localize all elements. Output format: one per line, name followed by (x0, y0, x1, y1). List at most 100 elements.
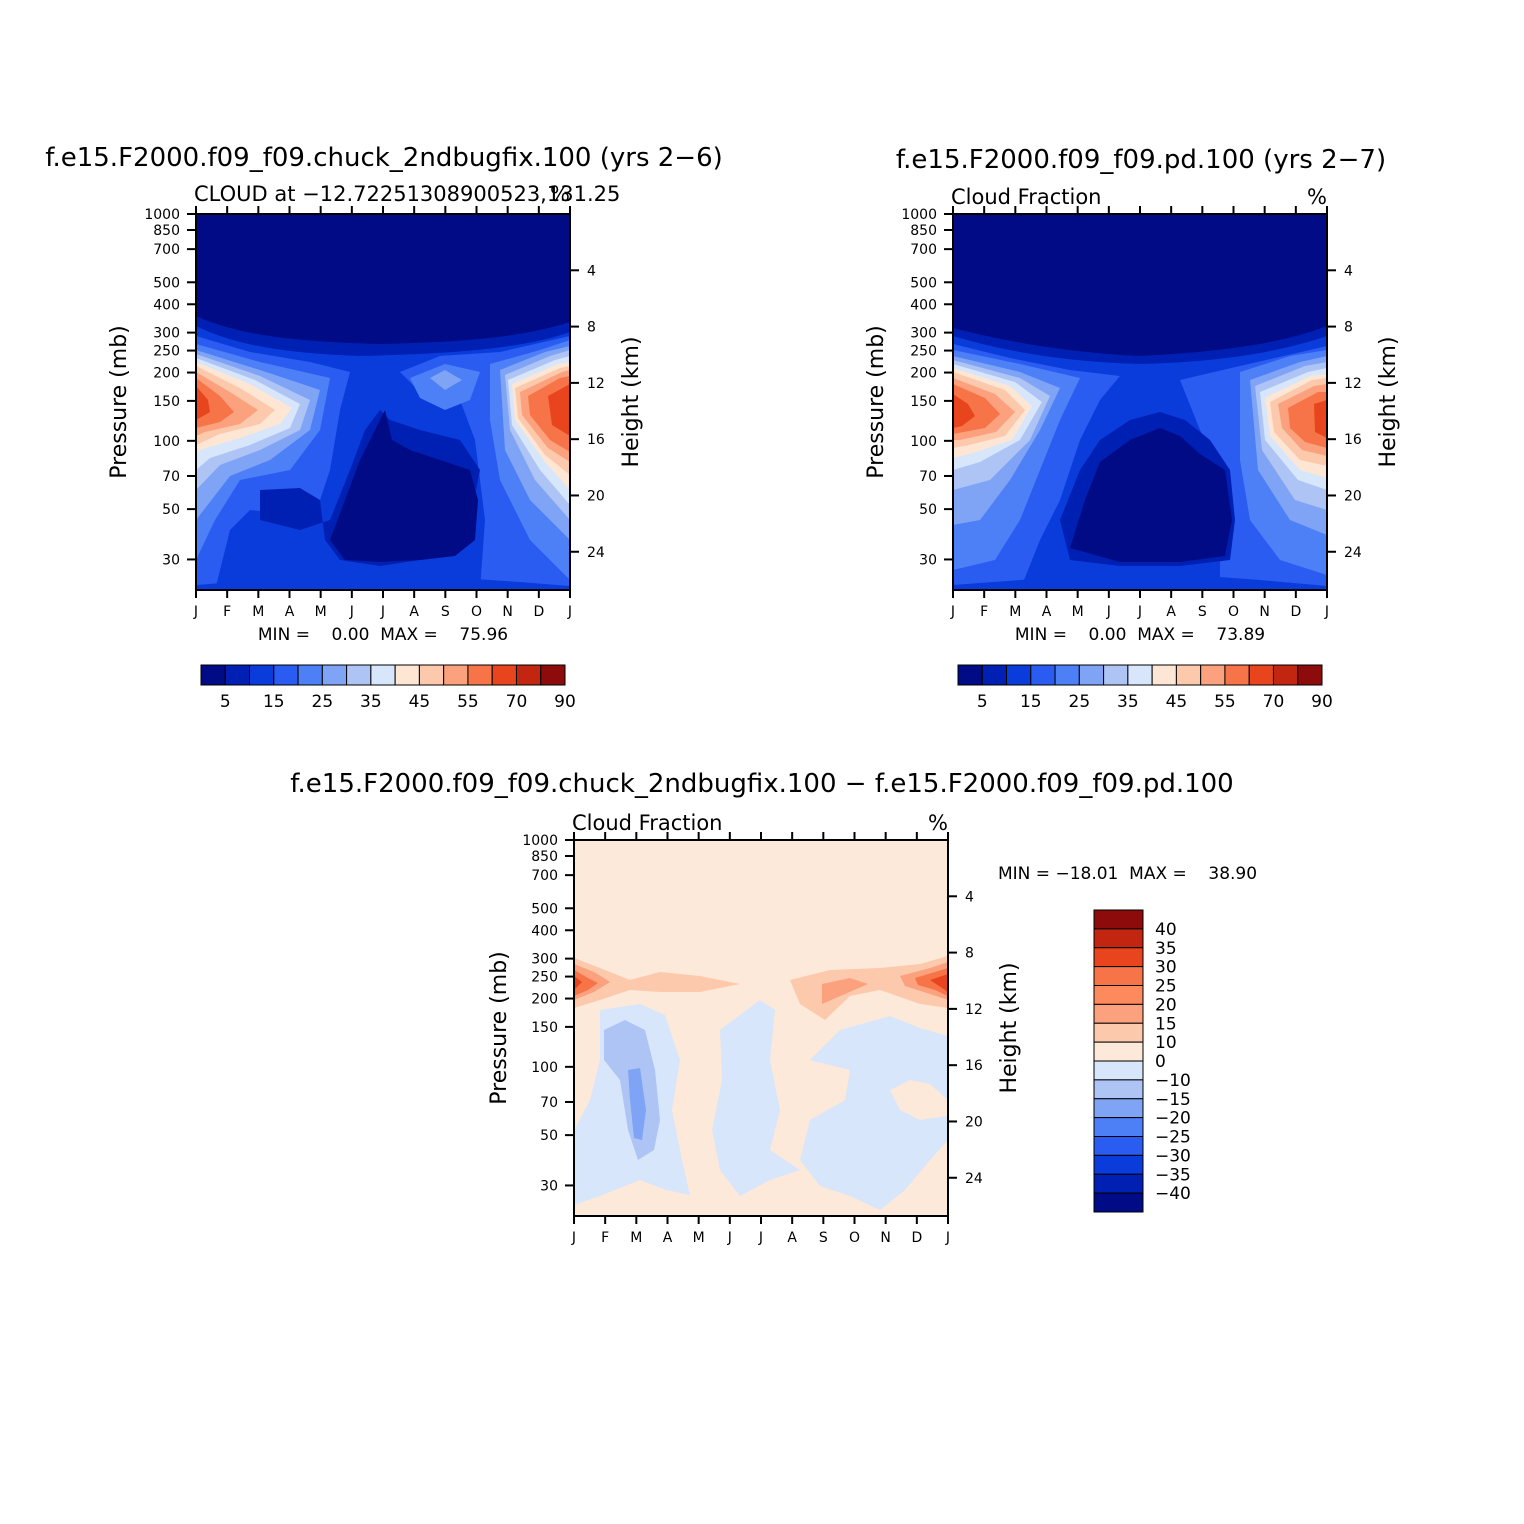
panel-c-colorbar-box (1093, 947, 1144, 968)
panel-b-colorbar-box (1006, 664, 1032, 686)
panel-a-subtitle: CLOUD at −12.72251308900523,131.25 (194, 182, 620, 206)
panel-c-colorbar-box (1093, 1098, 1144, 1119)
panel-a-xtick-label: A (409, 604, 419, 620)
panel-c-colorbar-box (1093, 1154, 1144, 1175)
panel-b-minmax: MIN = 0.00 MAX = 73.89 (1015, 625, 1265, 645)
panel-a-ylabel: Pressure (mb) (107, 325, 132, 479)
panel-b-ytick-label: 850 (910, 223, 937, 239)
panel-c-ytick-label: 400 (531, 923, 558, 939)
panel-c-colorbar-label: −15 (1155, 1090, 1191, 1110)
panel-c-colorbar-label: 0 (1155, 1052, 1166, 1072)
panel-b-xtick-label: J (1106, 604, 1111, 620)
panel-c-colorbar-label: −25 (1155, 1128, 1191, 1148)
panel-b-xtick-label: J (1324, 604, 1329, 620)
panel-a-units: % (550, 182, 570, 206)
panel-b-xtick-label: O (1228, 604, 1239, 620)
panel-a-colorbar-box (394, 664, 420, 686)
panel-c-xtick-label: N (880, 1230, 890, 1246)
panel-a-colorbar-box (346, 664, 372, 686)
panel-b-ytick-label: 200 (910, 366, 937, 382)
panel-c-colorbar-label: −20 (1155, 1109, 1191, 1129)
panel-a-xtick-label: M (252, 604, 264, 620)
panel-c-colorbar-label: −10 (1155, 1071, 1191, 1091)
panel-b-colorbar-label: 45 (1166, 692, 1188, 712)
panel-a-colorbar-box (200, 664, 226, 686)
panel-c-colorbar-box (1093, 1136, 1144, 1156)
panel-a-ytick-label: 100 (153, 434, 180, 450)
panel-a-axes: J F M A M J J A S O N D J 30 50 70 100 150 200 250 300 400 500… (144, 206, 605, 620)
panel-a-xtick-label: N (502, 604, 512, 620)
panel-a-contours (196, 214, 570, 590)
panel-c-colorbar-box (1093, 1060, 1144, 1081)
panel-b-ytick-label: 700 (910, 242, 937, 258)
panel-c-ytick-right-label: 12 (965, 1002, 983, 1018)
panel-b-colorbar-box (1030, 664, 1056, 686)
panel-c-ytick-right-label: 20 (965, 1114, 983, 1130)
panel-a-ytick-label: 850 (153, 223, 180, 239)
panel-a-minmax: MIN = 0.00 MAX = 75.96 (258, 625, 508, 645)
panel-c-ytick-label: 500 (531, 901, 558, 917)
panel-b-title: f.e15.F2000.f09_f09.pd.100 (yrs 2−7) (896, 145, 1386, 175)
panel-a-title: f.e15.F2000.f09_f09.chuck_2ndbugfix.100 … (45, 143, 723, 173)
panel-b-colorbar-box (1175, 664, 1202, 686)
panel-a-colorbar-label: 55 (457, 692, 479, 712)
panel-b-ytick-label: 300 (910, 326, 937, 342)
panel-b: f.e15.F2000.f09_f09.pd.100 (yrs 2−7) Clo… (864, 145, 1401, 712)
panel-c-axes: J F M A M J J A S O N D J 30 50 70 100 150 200 250 300 400 500… (522, 832, 983, 1246)
panel-c-units: % (928, 811, 948, 835)
panel-c-xtick-label: M (630, 1230, 642, 1246)
panel-a-ytick-right-label: 8 (587, 320, 596, 336)
panel-b-xtick-label: A (1042, 604, 1052, 620)
panel-c-ytick-right-label: 4 (965, 889, 974, 905)
panel-b-ytick-label: 70 (919, 469, 937, 485)
panel-a-ytick-right-label: 4 (587, 263, 596, 279)
panel-c-xtick-label: O (849, 1230, 860, 1246)
panel-c-colorbar-box (1093, 909, 1144, 930)
panel-b-colorbar-label: 15 (1020, 692, 1042, 712)
panel-a-colorbar-box (297, 664, 323, 686)
panel-b-ytick-right-label: 16 (1344, 432, 1362, 448)
panel-a-ytick-right-label: 24 (587, 545, 605, 561)
panel-c-colorbar-label: 15 (1155, 1014, 1177, 1034)
panel-b-xtick-label: D (1290, 604, 1301, 620)
panel-c-colorbar-label: 40 (1155, 920, 1177, 940)
panel-a-colorbar-box (515, 664, 542, 686)
panel-b-contours (953, 214, 1327, 590)
panel-a-ytick-right-label: 12 (587, 376, 605, 392)
panel-a-ytick-label: 150 (153, 394, 180, 410)
panel-c-ytick-label: 850 (531, 849, 558, 865)
panel-a-ylabel-right: Height (km) (619, 336, 644, 467)
panel-b-colorbar-box (1103, 664, 1129, 686)
panel-b-colorbar-box (1151, 664, 1177, 686)
panel-a-xtick-label: D (533, 604, 544, 620)
panel-a-colorbar-label: 45 (409, 692, 431, 712)
panel-a-ytick-label: 200 (153, 366, 180, 382)
panel-b-colorbar-box (1248, 664, 1274, 686)
panel-b-colorbar-box (1297, 664, 1323, 686)
panel-b-xtick-label: A (1166, 604, 1176, 620)
panel-a-colorbar-label: 15 (263, 692, 285, 712)
panel-b-colorbar: 5 15 25 35 45 55 70 90 (957, 664, 1333, 712)
panel-c-colorbar-label: −40 (1155, 1184, 1191, 1204)
panel-c-ytick-label: 700 (531, 868, 558, 884)
panel-a-colorbar-label: 70 (506, 692, 528, 712)
panel-a-ytick-label: 30 (162, 552, 180, 568)
panel-a-colorbar-box (249, 664, 275, 686)
panel-c-xtick-label: F (601, 1230, 609, 1246)
panel-b-colorbar-box (1200, 664, 1226, 686)
panel-c-subtitle: Cloud Fraction (572, 811, 723, 835)
panel-c-colorbar-label: 20 (1155, 995, 1177, 1015)
panel-b-colorbar-box (1127, 664, 1153, 686)
panel-a-ytick-label: 300 (153, 326, 180, 342)
panel-b-ytick-label: 400 (910, 297, 937, 313)
panel-a-colorbar-box (540, 664, 566, 686)
panel-b-colorbar-box (1224, 664, 1250, 686)
panel-b-ytick-label: 30 (919, 552, 937, 568)
panel-b-units: % (1307, 185, 1327, 209)
panel-a-colorbar-box (443, 664, 469, 686)
panel-b-colorbar-label: 90 (1311, 692, 1333, 712)
panel-c-ytick-label: 70 (540, 1095, 558, 1111)
panel-a-colorbar-box (224, 664, 251, 686)
panel-b-xtick-label: F (980, 604, 988, 620)
